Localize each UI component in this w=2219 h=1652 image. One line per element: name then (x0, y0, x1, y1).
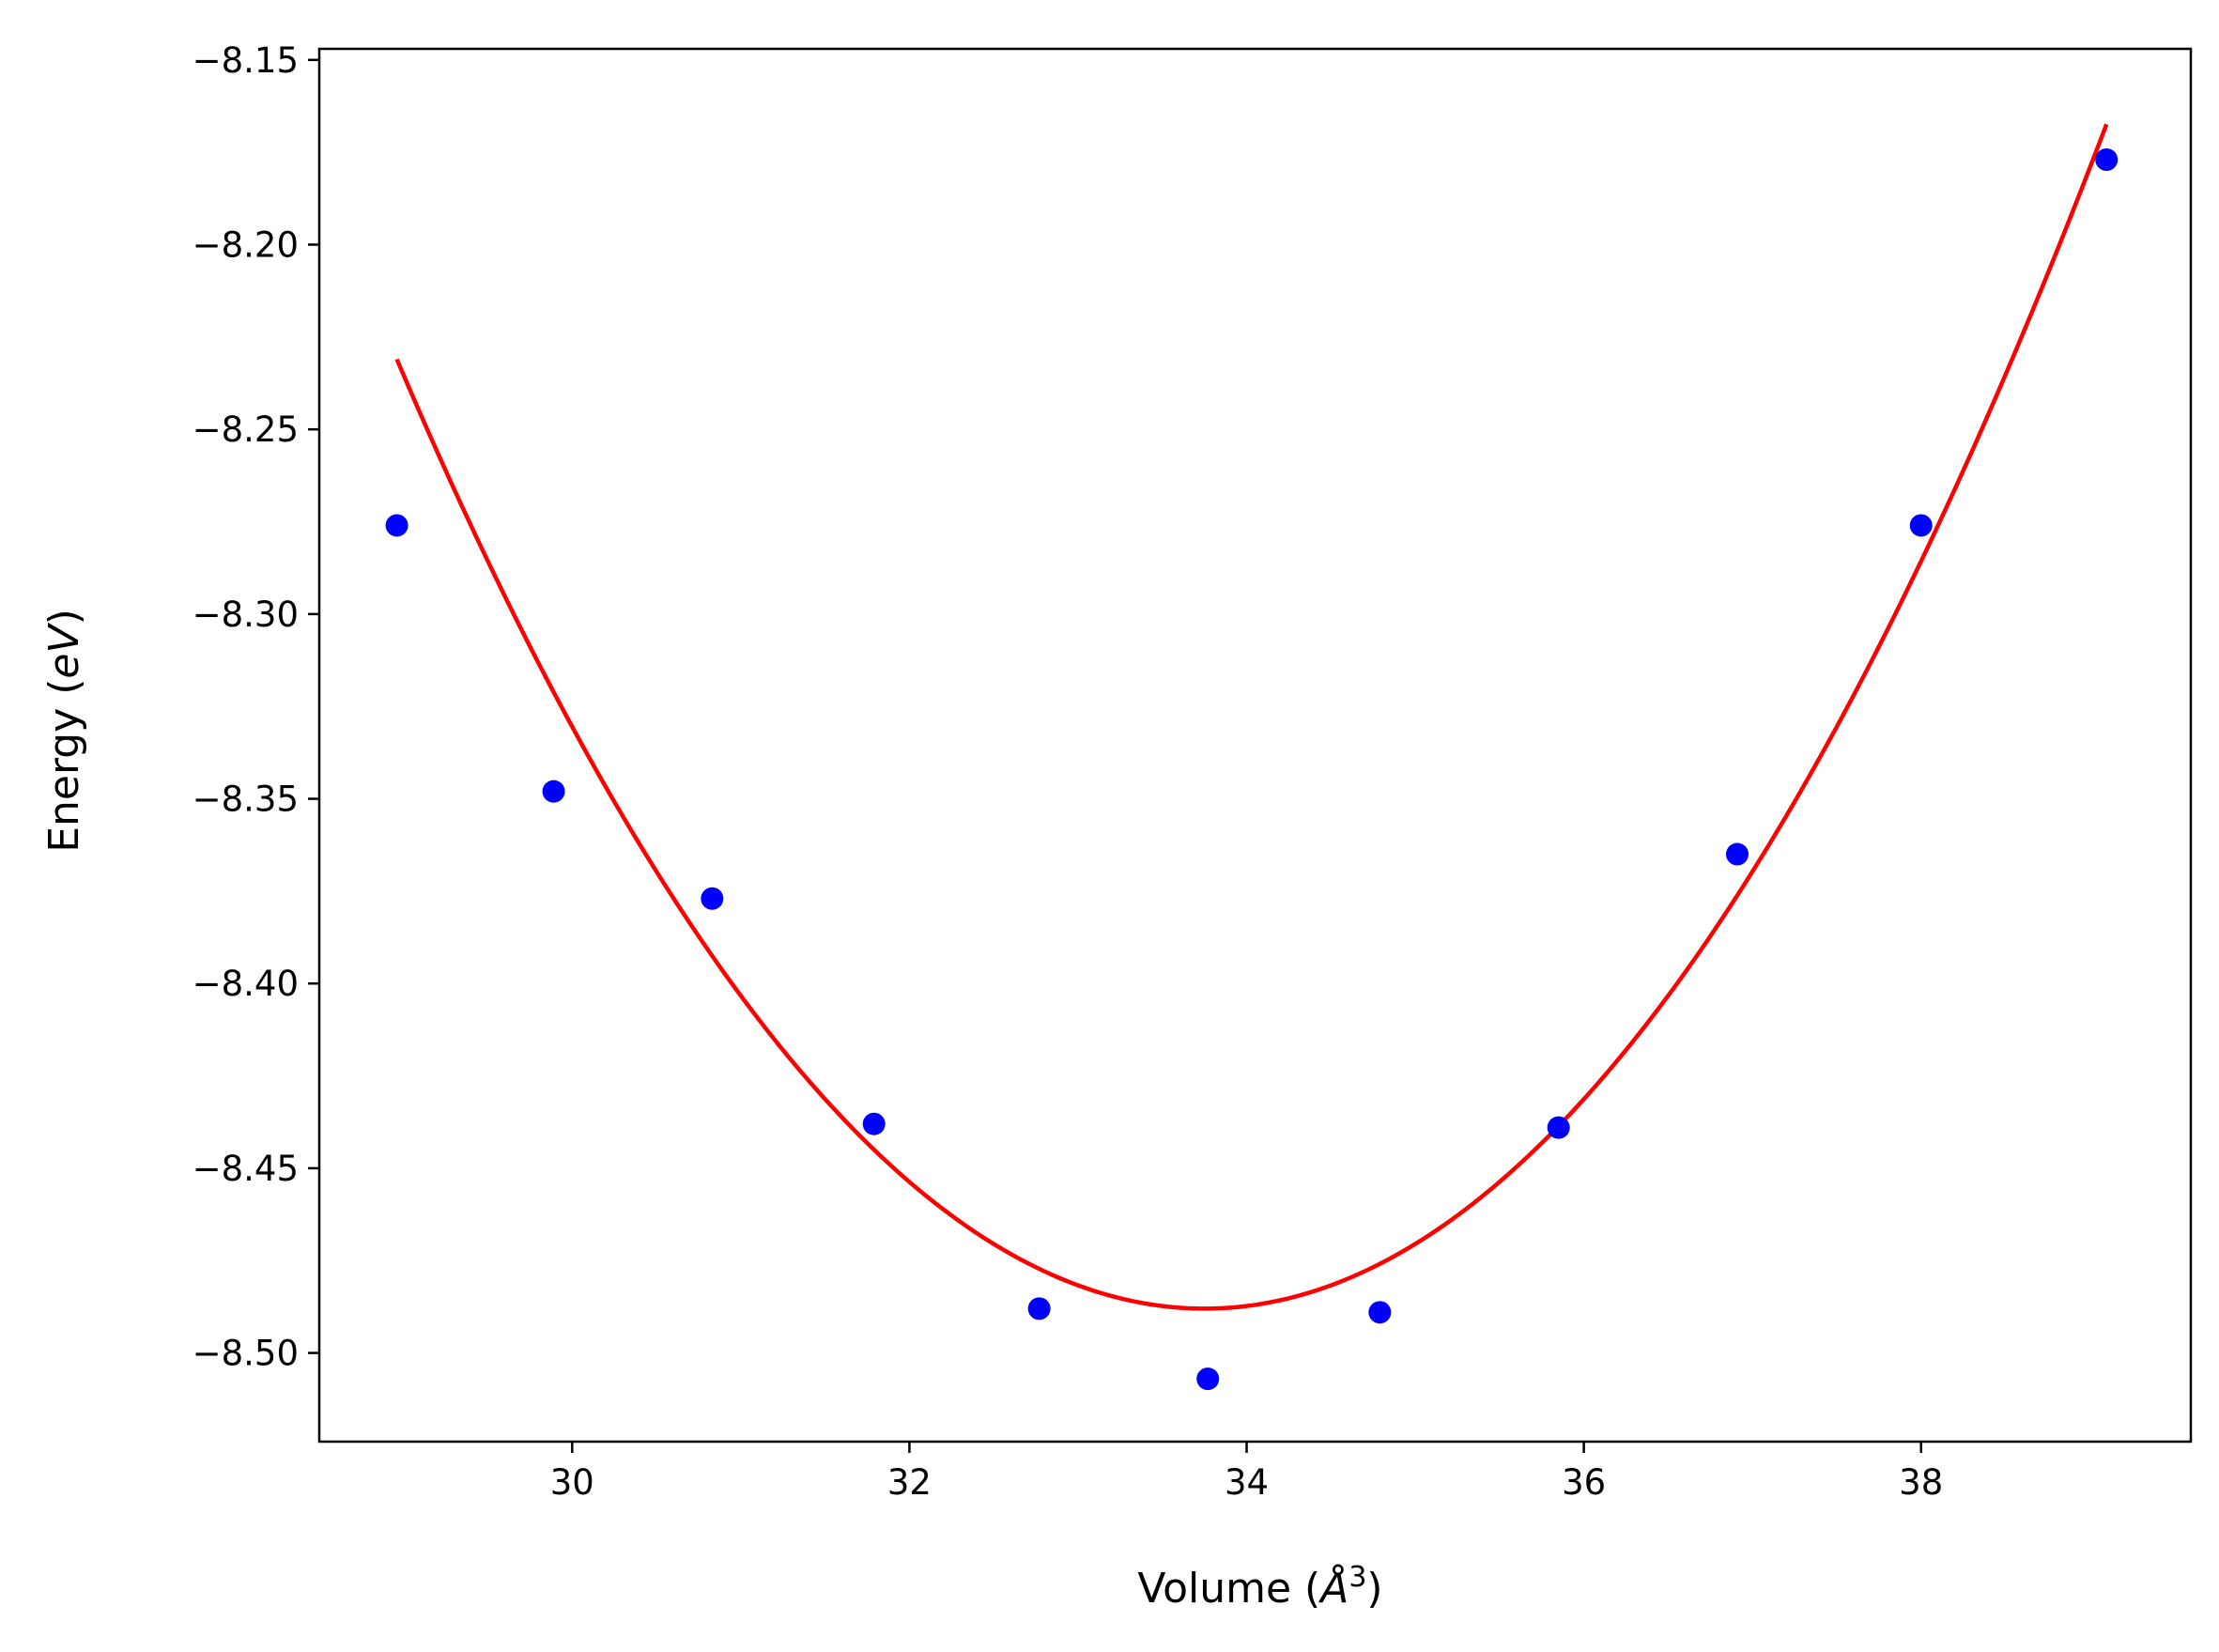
data-point (1909, 514, 1933, 537)
x-tick-label: 30 (550, 1462, 594, 1503)
x-tick-label: 34 (1225, 1462, 1269, 1503)
y-axis-label: Energy (eV) (40, 609, 88, 853)
x-axis-ticks: 30 32 34 36 38 (550, 1442, 1943, 1503)
y-tick-label: −8.15 (193, 40, 299, 81)
y-tick-label: −8.45 (193, 1149, 299, 1189)
fit-curve (394, 123, 2109, 1311)
data-point (2095, 148, 2119, 172)
y-tick-label: −8.30 (193, 594, 299, 635)
x-tick-label: 38 (1899, 1462, 1943, 1503)
x-tick-label: 32 (887, 1462, 932, 1503)
data-point (1196, 1367, 1220, 1391)
y-axis-ticks: −8.15 −8.20 −8.25 −8.30 −8.35 −8.40 −8.45 −8.50 (193, 40, 319, 1374)
y-tick-label: −8.40 (193, 964, 299, 1004)
data-point (1547, 1116, 1570, 1139)
data-point (542, 780, 565, 803)
x-tick-label: 36 (1562, 1462, 1606, 1503)
data-point (1726, 842, 1749, 866)
data-point (385, 514, 408, 537)
data-point (862, 1112, 886, 1135)
data-point (1027, 1297, 1051, 1320)
y-tick-label: −8.20 (193, 224, 299, 265)
y-tick-label: −8.50 (193, 1334, 299, 1374)
data-point (1368, 1301, 1392, 1324)
y-tick-label: −8.25 (193, 409, 299, 450)
data-point (701, 887, 724, 910)
x-axis-label: Volume (Å3) (1137, 1561, 1382, 1613)
plot-frame (317, 47, 2193, 1444)
fit-curve-layer (394, 123, 2109, 1311)
y-tick-label: −8.35 (193, 780, 299, 820)
data-points-layer (385, 148, 2119, 1391)
